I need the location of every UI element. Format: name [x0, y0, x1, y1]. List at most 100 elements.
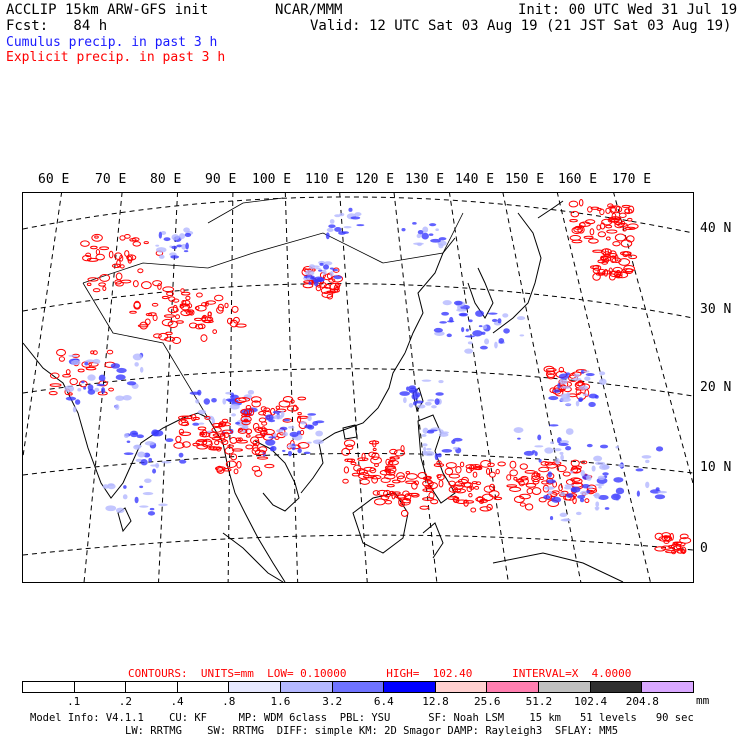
- explicit-precip-contour: [214, 294, 224, 302]
- explicit-precip-contour: [162, 286, 175, 293]
- explicit-precip-contour: [226, 317, 233, 325]
- cumulus-precip-patch: [170, 255, 180, 259]
- scale-tick-label: 3.2: [322, 695, 343, 708]
- explicit-precip-contour: [606, 229, 618, 234]
- explicit-precip-contour: [240, 415, 252, 423]
- coastline: [492, 552, 624, 582]
- cumulus-precip-patch: [559, 397, 571, 403]
- cumulus-precip-patch: [243, 394, 253, 400]
- cumulus-precip-patch: [235, 421, 240, 425]
- explicit-precip-contour: [166, 291, 174, 297]
- cumulus-precip-patch: [115, 395, 125, 401]
- explicit-precip-contour: [282, 418, 293, 423]
- cumulus-precip-patch: [334, 227, 342, 232]
- coastline: [492, 212, 542, 334]
- explicit-precip-contour: [384, 473, 396, 480]
- explicit-precip-contour: [119, 235, 126, 241]
- explicit-precip-contour: [374, 463, 379, 467]
- explicit-precip-contour: [276, 408, 287, 413]
- explicit-precip-contour: [368, 451, 376, 458]
- explicit-precip-contour: [509, 469, 518, 477]
- cumulus-precip-patch: [598, 494, 609, 500]
- cumulus-precip-patch: [537, 434, 542, 441]
- explicit-precip-contour: [544, 461, 554, 466]
- cumulus-precip-patch: [434, 331, 445, 336]
- longitude-label: 170 E: [612, 172, 652, 187]
- explicit-precip-contour: [597, 231, 607, 238]
- explicit-precip-contour: [671, 549, 677, 555]
- explicit-precip-contour: [179, 431, 192, 437]
- explicit-precip-contour: [524, 469, 536, 474]
- explicit-precip-contour: [588, 238, 599, 244]
- cumulus-precip-patch: [315, 430, 323, 437]
- cumulus-precip-patch: [116, 367, 127, 374]
- cumulus-precip-patch: [437, 453, 442, 458]
- cumulus-precip-patch: [468, 319, 473, 323]
- cumulus-precip-patch: [163, 237, 171, 242]
- cumulus-precip-patch: [123, 433, 129, 439]
- cumulus-precip-patch: [584, 376, 591, 381]
- explicit-precip-contour: [116, 259, 121, 268]
- explicit-precip-contour: [531, 487, 542, 495]
- cumulus-precip-patch: [408, 387, 418, 394]
- explicit-precip-contour: [543, 365, 555, 373]
- cumulus-precip-patch: [268, 419, 276, 423]
- explicit-precip-contour: [65, 369, 71, 375]
- cumulus-precip-patch: [487, 312, 498, 315]
- explicit-precip-contour: [343, 439, 356, 448]
- model-title: ACCLIP 15km ARW-GFS init: [6, 2, 209, 18]
- cumulus-precip-patch: [452, 437, 463, 442]
- cumulus-precip-patch: [289, 431, 299, 438]
- explicit-precip-contour: [422, 497, 435, 501]
- cumulus-precip-patch: [165, 438, 174, 442]
- explicit-precip-contour: [394, 494, 407, 499]
- cumulus-precip-patch: [543, 494, 551, 500]
- cumulus-precip-patch: [171, 245, 178, 250]
- explicit-precip-contour: [204, 301, 209, 307]
- cumulus-precip-patch: [151, 429, 159, 437]
- cumulus-precip-patch: [83, 386, 87, 390]
- cumulus-precip-patch: [564, 485, 572, 490]
- cumulus-precip-patch: [615, 445, 620, 449]
- explicit-precip-contour: [376, 489, 389, 496]
- explicit-precip-contour: [424, 484, 433, 489]
- explicit-precip-contour: [190, 413, 197, 422]
- cumulus-precip-patch: [161, 461, 172, 464]
- cumulus-precip-patch: [304, 424, 313, 429]
- explicit-precip-contour: [133, 300, 141, 309]
- meridian-line: [83, 193, 123, 582]
- cumulus-precip-patch: [549, 516, 554, 521]
- cumulus-precip-patch: [575, 400, 580, 407]
- explicit-precip-contour: [663, 539, 670, 544]
- cumulus-precip-patch: [548, 424, 559, 427]
- explicit-precip-contour: [184, 309, 195, 313]
- explicit-precip-contour: [119, 254, 124, 262]
- explicit-precip-contour: [401, 498, 411, 506]
- map-svg: [23, 193, 693, 582]
- cumulus-precip-patch: [593, 492, 601, 499]
- cumulus-precip-patch: [98, 374, 106, 382]
- cumulus-precip-patch: [601, 464, 610, 470]
- parallel-line: [23, 196, 693, 234]
- explicit-precip-contour: [513, 495, 525, 504]
- explicit-precip-contour: [506, 484, 518, 488]
- color-swatch: [590, 682, 643, 692]
- explicit-precip-contour: [391, 491, 396, 500]
- explicit-precip-contour: [661, 532, 671, 538]
- cumulus-precip-patch: [304, 269, 315, 276]
- explicit-precip-contour: [414, 480, 419, 486]
- explicit-precip-contour: [519, 463, 528, 470]
- explicit-precip-contour: [626, 235, 635, 243]
- cumulus-precip-patch: [312, 279, 321, 283]
- cumulus-precip-patch: [428, 233, 434, 236]
- cumulus-precip-patch: [578, 398, 583, 402]
- cumulus-precip-patch: [645, 481, 650, 489]
- cumulus-precip-patch: [560, 454, 564, 461]
- explicit-precip-contour: [580, 460, 588, 465]
- explicit-precip-contour: [258, 446, 268, 453]
- explicit-precip-contour: [256, 456, 269, 460]
- cumulus-precip-patch: [399, 391, 410, 396]
- coastline: [467, 267, 494, 319]
- cumulus-precip-patch: [150, 464, 160, 467]
- explicit-precip-contour: [315, 284, 322, 292]
